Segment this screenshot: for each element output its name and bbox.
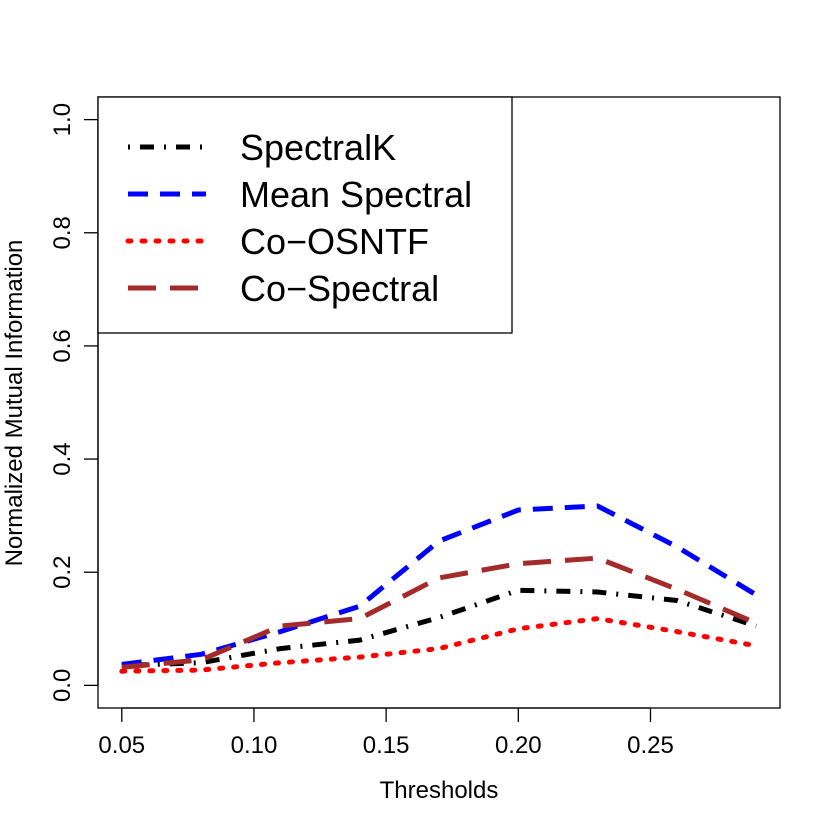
series-line-2 (119, 616, 759, 674)
series-layer (119, 503, 759, 674)
legend-box (97, 96, 513, 334)
x-tick-label: 0.25 (627, 732, 674, 759)
legend-label-3: Co−Spectral (240, 268, 439, 309)
y-tick-label: 0.4 (49, 442, 76, 475)
x-axis-title: Thresholds (380, 777, 499, 804)
y-tick-label: 0.6 (49, 329, 76, 362)
x-tick-label: 0.10 (231, 732, 278, 759)
y-tick-label: 0.0 (49, 669, 76, 702)
x-axis: 0.05 0.10 0.15 0.20 0.25 (98, 707, 674, 759)
y-tick-label: 0.2 (49, 556, 76, 589)
y-tick-label: 1.0 (49, 103, 76, 136)
x-tick-label: 0.20 (495, 732, 542, 759)
legend-label-1: Mean Spectral (240, 174, 472, 215)
x-tick-label: 0.15 (363, 732, 410, 759)
y-axis-title: Normalized Mutual Information (1, 240, 28, 567)
legend: SpectralK Mean Spectral Co−OSNTF Co−Spectra… (97, 96, 513, 334)
legend-label-0: SpectralK (240, 127, 396, 168)
x-tick-label: 0.05 (98, 732, 145, 759)
series-line-3 (121, 555, 758, 670)
legend-label-2: Co−OSNTF (240, 221, 429, 262)
y-tick-label: 0.8 (49, 216, 76, 249)
